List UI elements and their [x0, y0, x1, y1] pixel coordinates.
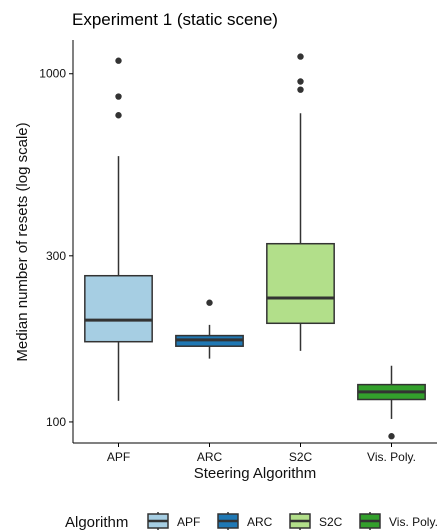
- box-s2c: [266, 242, 335, 325]
- outlier-s2c-2: [297, 78, 304, 85]
- x-axis-title: Steering Algorithm: [194, 465, 317, 482]
- plot-area: [84, 53, 426, 440]
- legend-label-arc: ARC: [247, 515, 273, 529]
- box-group-vis-poly: [357, 365, 426, 440]
- legend-label-vis-poly: Vis. Poly.: [389, 515, 438, 529]
- x-tick-label-vis-poly: Vis. Poly.: [367, 450, 416, 464]
- box-apf: [84, 274, 153, 343]
- y-tick-label-300: 300: [46, 249, 66, 263]
- legend-key-vis-poly: [359, 512, 381, 530]
- x-tick-label-apf: APF: [107, 450, 130, 464]
- box-group-apf: [84, 57, 153, 401]
- y-axis-ticks: 100 300 1000: [39, 67, 73, 429]
- outlier-apf-3: [115, 57, 122, 64]
- y-axis-title: Median number of resets (log scale): [14, 122, 31, 361]
- legend-key-s2c: [289, 512, 311, 530]
- legend-key-apf: [147, 512, 169, 530]
- x-tick-label-arc: ARC: [197, 450, 223, 464]
- legend-label-apf: APF: [177, 515, 200, 529]
- outlier-apf-1: [115, 112, 122, 119]
- outlier-s2c-3: [297, 53, 304, 60]
- box-group-arc: [175, 299, 244, 359]
- legend-items: APF ARC S2C Vis. Poly.: [147, 512, 438, 530]
- y-tick-label-100: 100: [46, 415, 66, 429]
- outlier-arc-1: [206, 299, 213, 306]
- legend-key-arc: [217, 512, 239, 530]
- x-axis-ticks: APF ARC S2C Vis. Poly.: [107, 443, 416, 464]
- box-group-s2c: [266, 53, 335, 351]
- y-tick-label-1000: 1000: [39, 67, 66, 81]
- x-tick-label-s2c: S2C: [289, 450, 313, 464]
- outlier-vis-poly-1: [388, 433, 395, 440]
- legend-title: Algorithm: [65, 514, 128, 531]
- legend-label-s2c: S2C: [319, 515, 343, 529]
- chart-title: Experiment 1 (static scene): [72, 10, 278, 29]
- outlier-apf-2: [115, 93, 122, 100]
- legend: Algorithm APF ARC S2C Vis. Poly.: [65, 512, 438, 531]
- outlier-s2c-1: [297, 86, 304, 93]
